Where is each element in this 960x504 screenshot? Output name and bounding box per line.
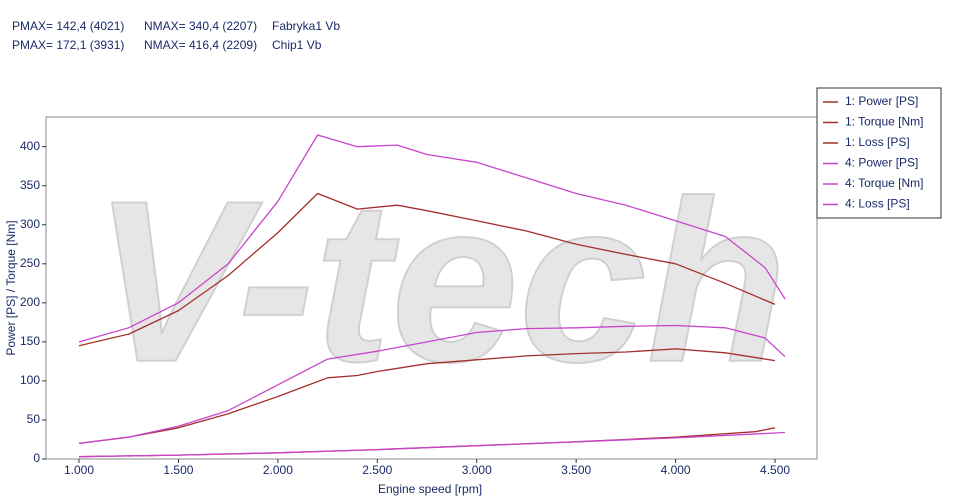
x-tick-label: 3.500 bbox=[561, 463, 591, 477]
annotation: NMAX= 340,4 (2207) bbox=[144, 19, 257, 33]
y-tick-label: 150 bbox=[20, 334, 40, 348]
legend-label: 4: Power [PS] bbox=[845, 156, 918, 170]
x-tick-label: 4.000 bbox=[661, 463, 691, 477]
y-tick-label: 50 bbox=[27, 412, 41, 426]
annotation: NMAX= 416,4 (2209) bbox=[144, 38, 257, 52]
annotation: PMAX= 172,1 (3931) bbox=[12, 38, 124, 52]
y-tick-label: 100 bbox=[20, 373, 40, 387]
annotation: Fabryka1 Vb bbox=[272, 19, 340, 33]
y-tick-label: 0 bbox=[33, 451, 40, 465]
series-line bbox=[78, 348, 776, 445]
legend-label: 4: Loss [PS] bbox=[845, 197, 910, 211]
series-line bbox=[78, 324, 786, 445]
x-axis-label: Engine speed [rpm] bbox=[378, 482, 482, 496]
annotation: PMAX= 142,4 (4021) bbox=[12, 19, 124, 33]
y-tick-label: 350 bbox=[20, 178, 40, 192]
y-tick-label: 300 bbox=[20, 217, 40, 231]
x-tick-label: 1.000 bbox=[64, 463, 94, 477]
series-line bbox=[78, 431, 786, 458]
y-tick-label: 200 bbox=[20, 295, 40, 309]
legend-label: 1: Power [PS] bbox=[845, 94, 918, 108]
y-tick-label: 250 bbox=[20, 256, 40, 270]
y-tick-label: 400 bbox=[20, 139, 40, 153]
legend bbox=[816, 87, 942, 219]
x-tick-label: 2.000 bbox=[263, 463, 293, 477]
x-tick-label: 2.500 bbox=[362, 463, 392, 477]
legend-label: 1: Loss [PS] bbox=[845, 135, 910, 149]
plot-area bbox=[45, 116, 818, 460]
series-line bbox=[78, 134, 786, 343]
watermark: V-tech bbox=[93, 153, 787, 410]
y-axis-label: Power [PS] / Torque [Nm] bbox=[4, 220, 18, 355]
series-line bbox=[78, 192, 776, 347]
x-tick-label: 3.000 bbox=[462, 463, 492, 477]
x-tick-label: 4.500 bbox=[760, 463, 790, 477]
legend-label: 1: Torque [Nm] bbox=[845, 115, 923, 129]
annotation: Chip1 Vb bbox=[272, 38, 322, 52]
legend-label: 4: Torque [Nm] bbox=[845, 176, 923, 190]
x-tick-label: 1.500 bbox=[163, 463, 193, 477]
